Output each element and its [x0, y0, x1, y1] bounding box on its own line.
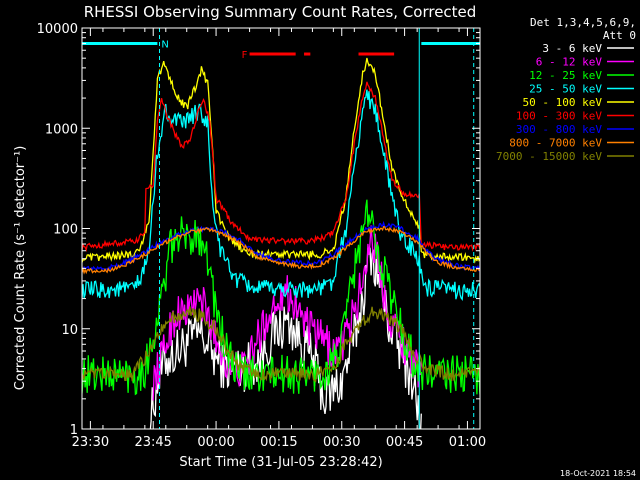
legend-title-line-2: Att 0: [603, 29, 636, 42]
x-tick-label: 00:45: [386, 435, 423, 450]
y-tick-label: 1000: [45, 122, 78, 137]
series-line-9: [82, 306, 480, 383]
x-tick-label: 00:30: [323, 435, 360, 450]
legend-label-5: 50 - 100 keV: [523, 96, 603, 109]
legend-label-2: 6 - 12 keV: [536, 56, 603, 69]
x-tick-label: 23:30: [72, 435, 109, 450]
x-tick-label: 01:00: [449, 435, 486, 450]
series-line-3: [82, 199, 480, 396]
legend-label-4: 25 - 50 keV: [529, 83, 602, 96]
series-line-1: [149, 247, 422, 429]
x-tick-label: 00:00: [197, 435, 234, 450]
y-tick-label: 10: [61, 323, 78, 338]
x-tick-label: 23:45: [134, 435, 171, 450]
series-line-4: [82, 89, 480, 301]
legend-label-1: 3 - 6 keV: [542, 42, 602, 55]
legend-label-3: 12 - 25 keV: [529, 69, 602, 82]
legend-label-9: 7000 - 15000 keV: [496, 150, 602, 163]
series-line-6: [82, 81, 480, 253]
y-tick-label: 1: [70, 423, 78, 438]
x-tick-label: 00:15: [260, 435, 297, 450]
y-tick-label: 10000: [37, 22, 78, 37]
legend-label-8: 800 - 7000 keV: [509, 137, 602, 150]
flag-label-n: N: [161, 40, 168, 51]
legend-title-line-1: Det 1,3,4,5,6,9,: [530, 16, 636, 29]
flag-label-f: F: [242, 50, 248, 61]
x-axis-label: Start Time (31-Jul-05 23:28:42): [179, 455, 382, 470]
y-axis-label: Corrected Count Rate (s⁻¹ detector⁻¹): [13, 146, 28, 391]
plot-series: [82, 57, 480, 429]
series-line-8: [82, 226, 480, 275]
footer-timestamp: 18-Oct-2021 18:54: [560, 469, 636, 478]
series-line-5: [82, 57, 480, 264]
y-tick-label: 100: [53, 223, 78, 238]
legend-label-7: 300 - 800 keV: [516, 123, 602, 136]
axes: 23:30 23:45 00:00 00:15 00:30 00:45 01:00 1 10 10…: [37, 22, 487, 450]
chart-title: RHESSI Observing Summary Count Rates, Co…: [84, 3, 477, 21]
legend-label-6: 100 - 300 keV: [516, 110, 602, 123]
